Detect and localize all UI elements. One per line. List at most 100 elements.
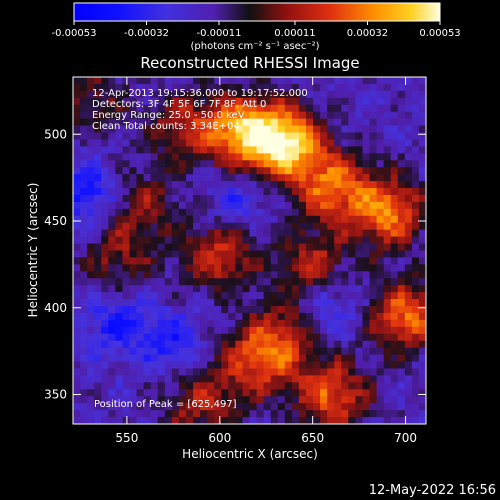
heatmap-cell xyxy=(270,97,279,106)
heatmap-cell xyxy=(200,111,208,120)
heatmap-cell xyxy=(221,354,229,362)
heatmap-cell xyxy=(320,312,328,321)
heatmap-cell xyxy=(122,347,130,355)
heatmap-cell xyxy=(284,181,293,189)
heatmap-cell xyxy=(129,340,137,349)
heatmap-cell xyxy=(207,201,215,210)
heatmap-cell xyxy=(284,417,293,424)
heatmap-cell xyxy=(369,403,377,411)
heatmap-cell xyxy=(298,306,307,314)
heatmap-cell xyxy=(277,368,286,376)
heatmap-cell xyxy=(129,83,137,92)
heatmap-cell xyxy=(320,174,328,182)
heatmap-cell xyxy=(143,368,152,376)
heatmap-cell xyxy=(185,181,194,189)
heatmap-cell xyxy=(136,389,144,397)
heatmap-cell xyxy=(383,299,392,307)
heatmap-cell xyxy=(411,174,420,182)
heatmap-cell xyxy=(157,264,166,272)
heatmap-cell xyxy=(164,299,173,307)
heatmap-cell xyxy=(256,104,265,113)
heatmap-cell xyxy=(122,201,130,210)
heatmap-cell xyxy=(207,118,215,126)
heatmap-cell xyxy=(348,118,356,126)
heatmap-cell xyxy=(73,118,81,126)
heatmap-cell xyxy=(256,181,265,189)
heatmap-cell xyxy=(327,222,335,231)
heatmap-cell xyxy=(200,375,208,383)
heatmap-cell xyxy=(73,312,81,321)
heatmap-cell xyxy=(73,306,81,314)
heatmap-cell xyxy=(411,278,420,286)
heatmap-cell xyxy=(193,111,201,120)
heatmap-cell xyxy=(305,250,314,258)
heatmap-cell xyxy=(108,132,116,140)
heatmap-cell xyxy=(242,403,250,411)
heatmap-cell xyxy=(256,278,265,286)
heatmap-cell xyxy=(150,146,159,154)
heatmap-cell xyxy=(313,333,321,342)
heatmap-cell xyxy=(376,347,385,355)
heatmap-cell xyxy=(185,292,194,300)
heatmap-cell xyxy=(376,306,385,314)
heatmap-cell xyxy=(277,201,286,210)
heatmap-cell xyxy=(80,403,88,411)
heatmap-cell xyxy=(263,118,272,126)
heatmap-cell xyxy=(291,236,300,244)
heatmap-cell xyxy=(122,236,130,244)
heatmap-cell xyxy=(157,160,166,168)
heatmap-cell xyxy=(108,167,116,175)
heatmap-cell xyxy=(355,333,363,342)
heatmap-cell xyxy=(256,326,265,335)
heatmap-cell xyxy=(193,396,201,404)
heatmap-cell xyxy=(122,382,130,390)
heatmap-cell xyxy=(122,333,130,342)
heatmap-cell xyxy=(348,271,356,279)
heatmap-cell xyxy=(228,382,236,390)
heatmap-cell xyxy=(249,132,257,140)
heatmap-cell xyxy=(242,417,250,424)
heatmap-cell xyxy=(136,201,144,210)
heatmap-cell xyxy=(235,403,243,411)
heatmap-cell xyxy=(397,285,406,293)
heatmap-cell xyxy=(313,326,321,335)
heatmap-cell xyxy=(418,215,426,224)
colorbar-tick-label: -0.00032 xyxy=(124,28,169,39)
heatmap-cell xyxy=(383,132,392,140)
heatmap-cell xyxy=(397,181,406,189)
heatmap-cell xyxy=(411,312,420,321)
heatmap-cell xyxy=(256,215,265,224)
heatmap-cell xyxy=(80,389,88,397)
heatmap-cell xyxy=(397,243,406,251)
heatmap-cell xyxy=(376,410,385,418)
heatmap-cell xyxy=(277,333,286,342)
heatmap-cell xyxy=(376,167,385,175)
heatmap-cell xyxy=(150,271,159,279)
heatmap-cell xyxy=(348,83,356,92)
heatmap-cell xyxy=(122,306,130,314)
heatmap-cell xyxy=(115,215,123,224)
heatmap-cell xyxy=(320,375,328,383)
heatmap-cell xyxy=(235,201,243,210)
heatmap-cell xyxy=(418,208,426,217)
heatmap-cell xyxy=(228,326,236,335)
heatmap-cell xyxy=(362,347,370,355)
heatmap-cell xyxy=(411,389,420,397)
heatmap-cell xyxy=(411,208,420,217)
heatmap-cell xyxy=(87,347,95,355)
heatmap-cell xyxy=(129,118,137,126)
heatmap-cell xyxy=(270,271,279,279)
heatmap-cell xyxy=(143,292,152,300)
heatmap-cell xyxy=(80,174,88,182)
heatmap-cell xyxy=(221,312,229,321)
heatmap-cell xyxy=(291,194,300,203)
heatmap-cell xyxy=(122,118,130,126)
heatmap-cell xyxy=(256,396,265,404)
heatmap-cell xyxy=(101,389,109,397)
heatmap-cell xyxy=(214,90,222,99)
heatmap-cell xyxy=(122,292,130,300)
heatmap-cell xyxy=(277,188,286,196)
heatmap-cell xyxy=(418,403,426,411)
heatmap-cell xyxy=(298,319,307,328)
